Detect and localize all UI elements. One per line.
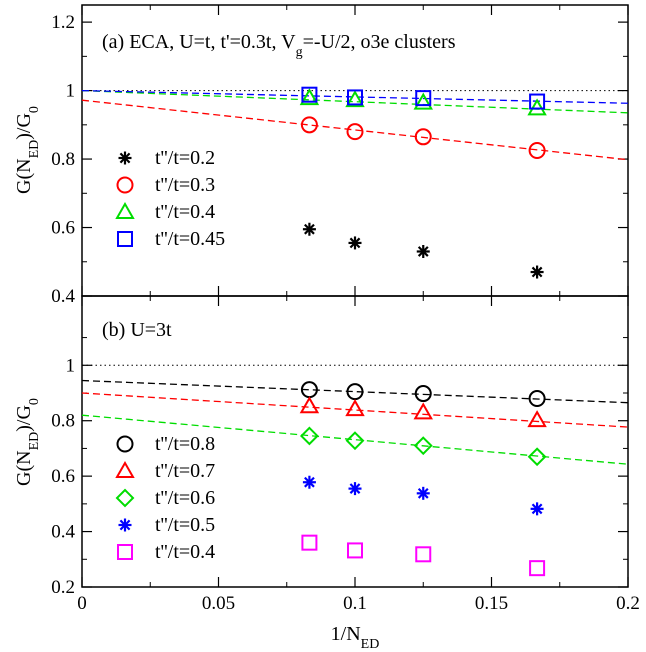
data-point — [347, 89, 363, 106]
fit-line — [81, 379, 629, 404]
data-point — [529, 93, 546, 110]
x-axis-title: 1/NED​ — [331, 623, 380, 652]
data-point — [527, 98, 547, 116]
y-tick-label: 0.4 — [51, 286, 75, 307]
legend-label: t''/t=0.7 — [155, 460, 215, 482]
data-point — [299, 396, 320, 414]
y-tick-label: 0.6 — [51, 218, 75, 239]
x-tick-label: 0.05 — [202, 593, 235, 614]
data-point — [299, 426, 319, 446]
y-tick-label: 1 — [66, 81, 76, 102]
data-point — [527, 410, 547, 428]
legend-marker — [115, 460, 135, 478]
legend-marker — [115, 201, 135, 219]
data-point — [301, 86, 318, 103]
y-tick-label: 0.8 — [51, 411, 75, 432]
data-point — [302, 475, 316, 489]
y-tick-label: 1.2 — [51, 12, 75, 33]
y-tick-label: 0.2 — [51, 577, 75, 598]
panel-b: (b) U=3t 0 0.05 0.1 0.15 0.2 0.2 0.4 0.6 0.8 1 t'… — [13, 295, 640, 614]
legend-marker — [117, 231, 133, 247]
legend-marker — [115, 488, 135, 508]
y-tick-label: 1 — [66, 355, 76, 376]
data-point — [415, 546, 432, 563]
legend-label: t''/t=0.6 — [155, 487, 215, 509]
fit-line — [81, 99, 629, 161]
x-tick-label: 0 — [77, 593, 87, 614]
panel-b-points — [299, 381, 547, 577]
data-point — [416, 244, 430, 258]
panel-b-legend: t''/t=0.8 t''/t=0.7 t''/t=0.6 t''/t=0.5 t''/… — [115, 433, 215, 563]
data-point — [414, 385, 432, 403]
data-point — [345, 399, 365, 417]
legend-label: t''/t=0.3 — [155, 174, 215, 196]
y-tick-label: 0.6 — [51, 466, 75, 487]
data-point — [530, 502, 544, 516]
panel-a-legend: t''/t=0.2 t''/t=0.3 t''/t=0.4 t''/t=0.45 — [115, 147, 225, 250]
panel-b-annotation: (b) U=3t — [102, 319, 172, 341]
data-point — [413, 402, 433, 420]
panel-a: (a) ECA, U=t, t'=0.3t, Vg​=-U/2, o3e clu… — [13, 4, 629, 307]
data-point — [345, 90, 365, 108]
legend-marker — [117, 544, 133, 560]
x-tick-label: 0.2 — [616, 593, 640, 614]
legend-marker — [116, 176, 134, 194]
data-point — [414, 128, 432, 146]
data-point — [416, 486, 430, 500]
panel-b-fit-lines — [81, 379, 629, 465]
y-tick-label: 0.8 — [51, 149, 75, 170]
data-point — [530, 265, 544, 279]
x-tick-label: 0.1 — [343, 593, 367, 614]
panel-b-axes: 0 0.05 0.1 0.15 0.2 0.2 0.4 0.6 0.8 1 — [51, 296, 640, 614]
x-tick-label: 0.15 — [475, 593, 508, 614]
data-point — [413, 436, 433, 456]
legend-label: t''/t=0.4 — [155, 201, 215, 223]
data-point — [413, 92, 433, 110]
data-point — [347, 542, 363, 559]
legend-marker — [116, 435, 134, 453]
fit-line — [81, 392, 629, 428]
panel-a-points — [299, 86, 547, 279]
data-point — [302, 222, 316, 236]
y-tick-label: 0.4 — [51, 522, 75, 543]
panel-a-y-axis-title: G(NED​)/G0​ — [13, 106, 42, 194]
legend-marker — [118, 151, 132, 165]
data-point — [528, 390, 546, 408]
data-point — [301, 534, 318, 551]
data-point — [299, 88, 320, 106]
data-point — [345, 431, 365, 451]
data-point — [529, 560, 546, 577]
data-point — [348, 236, 362, 250]
data-point — [528, 142, 546, 159]
data-point — [346, 123, 364, 141]
legend-label: t''/t=0.2 — [155, 147, 215, 169]
panel-a-annotation: (a) ECA, U=t, t'=0.3t, Vg​=-U/2, o3e clu… — [102, 31, 456, 60]
panel-b-y-axis-title: G(NED​)/G0​ — [13, 398, 42, 486]
data-point — [300, 116, 318, 134]
data-point — [415, 90, 432, 107]
panel-a-axes: 0.4 0.6 0.8 1 1.2 — [51, 5, 629, 307]
legend-label: t''/t=0.5 — [155, 514, 215, 536]
data-point — [527, 447, 547, 467]
legend-label: t''/t=0.8 — [155, 433, 215, 455]
fit-line — [81, 414, 629, 465]
legend-label: t''/t=0.45 — [155, 228, 225, 250]
data-point — [348, 482, 362, 496]
legend-label: t''/t=0.4 — [155, 541, 215, 563]
legend-marker — [118, 518, 132, 532]
